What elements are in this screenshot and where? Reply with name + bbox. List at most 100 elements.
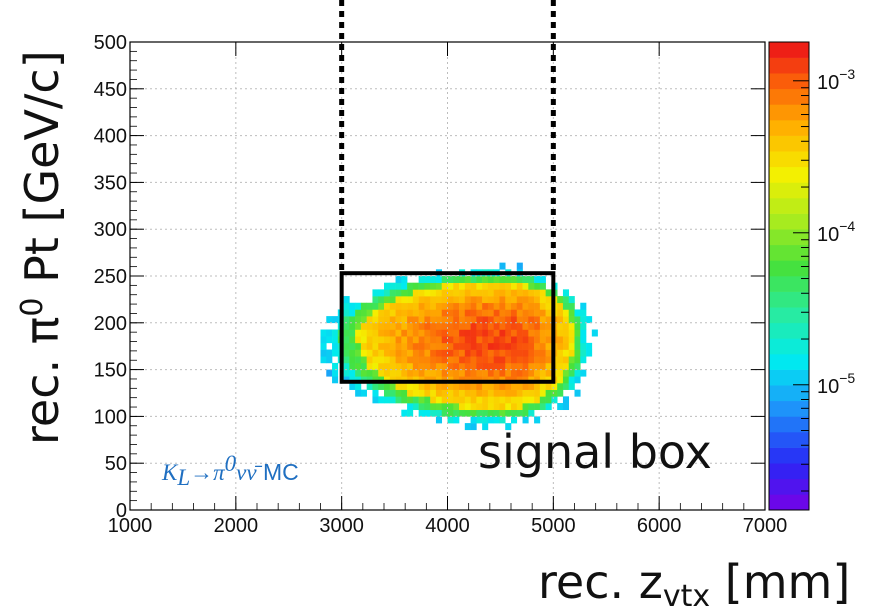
heatmap-cell	[557, 309, 564, 317]
heatmap-cell	[389, 342, 396, 350]
colorbar-band	[769, 166, 809, 183]
heatmap-cell	[395, 309, 402, 317]
heatmap-cell	[366, 322, 373, 330]
heatmap-cell	[384, 389, 391, 397]
heatmap-cell	[487, 362, 494, 370]
heatmap-cell	[395, 282, 402, 290]
heatmap-cell	[574, 336, 581, 344]
heatmap-cell	[378, 356, 385, 364]
heatmap-cell	[528, 309, 535, 317]
heatmap-cell	[470, 362, 477, 370]
colorbar-band	[769, 338, 809, 355]
heatmap-cell	[384, 336, 391, 344]
heatmap-cell	[441, 369, 448, 377]
heatmap-cell	[534, 349, 541, 357]
heatmap-cell	[435, 409, 443, 417]
heatmap-cell	[476, 356, 483, 364]
heatmap-cell	[424, 336, 431, 344]
heatmap-cell	[355, 342, 362, 350]
heatmap-cell	[407, 342, 414, 350]
heatmap-cell	[580, 349, 587, 357]
heatmap-cell	[418, 356, 425, 364]
heatmap-cell	[557, 362, 564, 370]
heatmap-cell	[516, 296, 523, 304]
heatmap-cell	[389, 296, 396, 304]
heatmap-cell	[574, 369, 581, 377]
heatmap-cell	[360, 349, 367, 357]
heatmap-cell	[430, 296, 437, 304]
heatmap-cell	[453, 362, 460, 370]
heatmap-cell	[326, 349, 333, 357]
heatmap-cell	[459, 342, 466, 350]
heatmap-cell	[557, 322, 564, 330]
heatmap-cell	[401, 309, 408, 317]
heatmap-cell	[534, 403, 541, 411]
colorbar-band	[769, 244, 809, 261]
heatmap-cell	[378, 362, 385, 370]
heatmap-cell	[516, 369, 523, 377]
heatmap-cell	[441, 296, 448, 304]
heatmap-cell	[545, 329, 552, 337]
heatmap-cell	[516, 316, 523, 324]
heatmap-cell	[493, 336, 500, 344]
heatmap-cell	[453, 302, 460, 310]
heatmap-cell	[412, 329, 419, 337]
heatmap-cell	[476, 403, 483, 411]
heatmap-cell	[505, 309, 512, 317]
colorbar-band	[769, 198, 809, 214]
heatmap-cell	[539, 342, 546, 350]
heatmap-cell	[516, 289, 523, 297]
heatmap-cell	[464, 302, 471, 310]
heatmap-cell	[499, 302, 506, 310]
heatmap-cell	[470, 416, 477, 424]
heatmap-cell	[418, 389, 425, 397]
colorbar-band	[769, 42, 809, 58]
heatmap-cell	[459, 389, 466, 397]
heatmap-cell	[476, 276, 483, 283]
heatmap-cell	[355, 356, 362, 364]
heatmap-cell	[482, 309, 489, 317]
heatmap-cell	[464, 322, 471, 330]
heatmap-cell	[407, 322, 414, 330]
heatmap-cell	[470, 369, 477, 377]
heatmap-cell	[366, 369, 373, 377]
heatmap-cell	[539, 336, 546, 344]
heatmap-cell	[470, 316, 477, 324]
heatmap-cell	[360, 329, 367, 337]
heatmap-cell	[557, 329, 564, 337]
heatmap-cell	[464, 289, 471, 297]
heatmap-cell	[476, 342, 483, 350]
heatmap-cell	[499, 389, 506, 397]
heatmap-cell	[453, 322, 460, 330]
heatmap-cell	[401, 369, 408, 377]
heatmap-cell	[493, 289, 500, 297]
heatmap-cell	[522, 349, 529, 357]
heatmap-cell	[424, 316, 431, 324]
legend-text: KL→π0νν̄ MC	[161, 451, 299, 490]
heatmap-cell	[372, 349, 379, 357]
heatmap-cell	[343, 302, 350, 310]
heatmap-cell	[343, 336, 350, 344]
heatmap-cell	[384, 282, 391, 290]
heatmap-cell	[372, 389, 379, 397]
heatmap-cell	[430, 409, 437, 417]
heatmap-cell	[366, 349, 373, 357]
heatmap-cell	[424, 302, 431, 310]
heatmap-cell	[378, 302, 385, 310]
heatmap-cell	[447, 336, 454, 344]
heatmap-cell	[505, 329, 512, 337]
heatmap-cell	[418, 316, 425, 324]
heatmap-cell	[482, 342, 489, 350]
heatmap-cell	[516, 329, 523, 337]
heatmap-cell	[574, 342, 581, 350]
heatmap-cell	[464, 403, 471, 411]
heatmap-cell	[407, 356, 414, 364]
heatmap-cell	[568, 296, 575, 304]
heatmap-cell	[545, 289, 552, 297]
heatmap-cell	[349, 302, 356, 310]
heatmap-cell	[562, 296, 570, 304]
heatmap-cell	[355, 309, 362, 317]
heatmap-cell	[464, 362, 471, 370]
heatmap-cell	[470, 342, 477, 350]
